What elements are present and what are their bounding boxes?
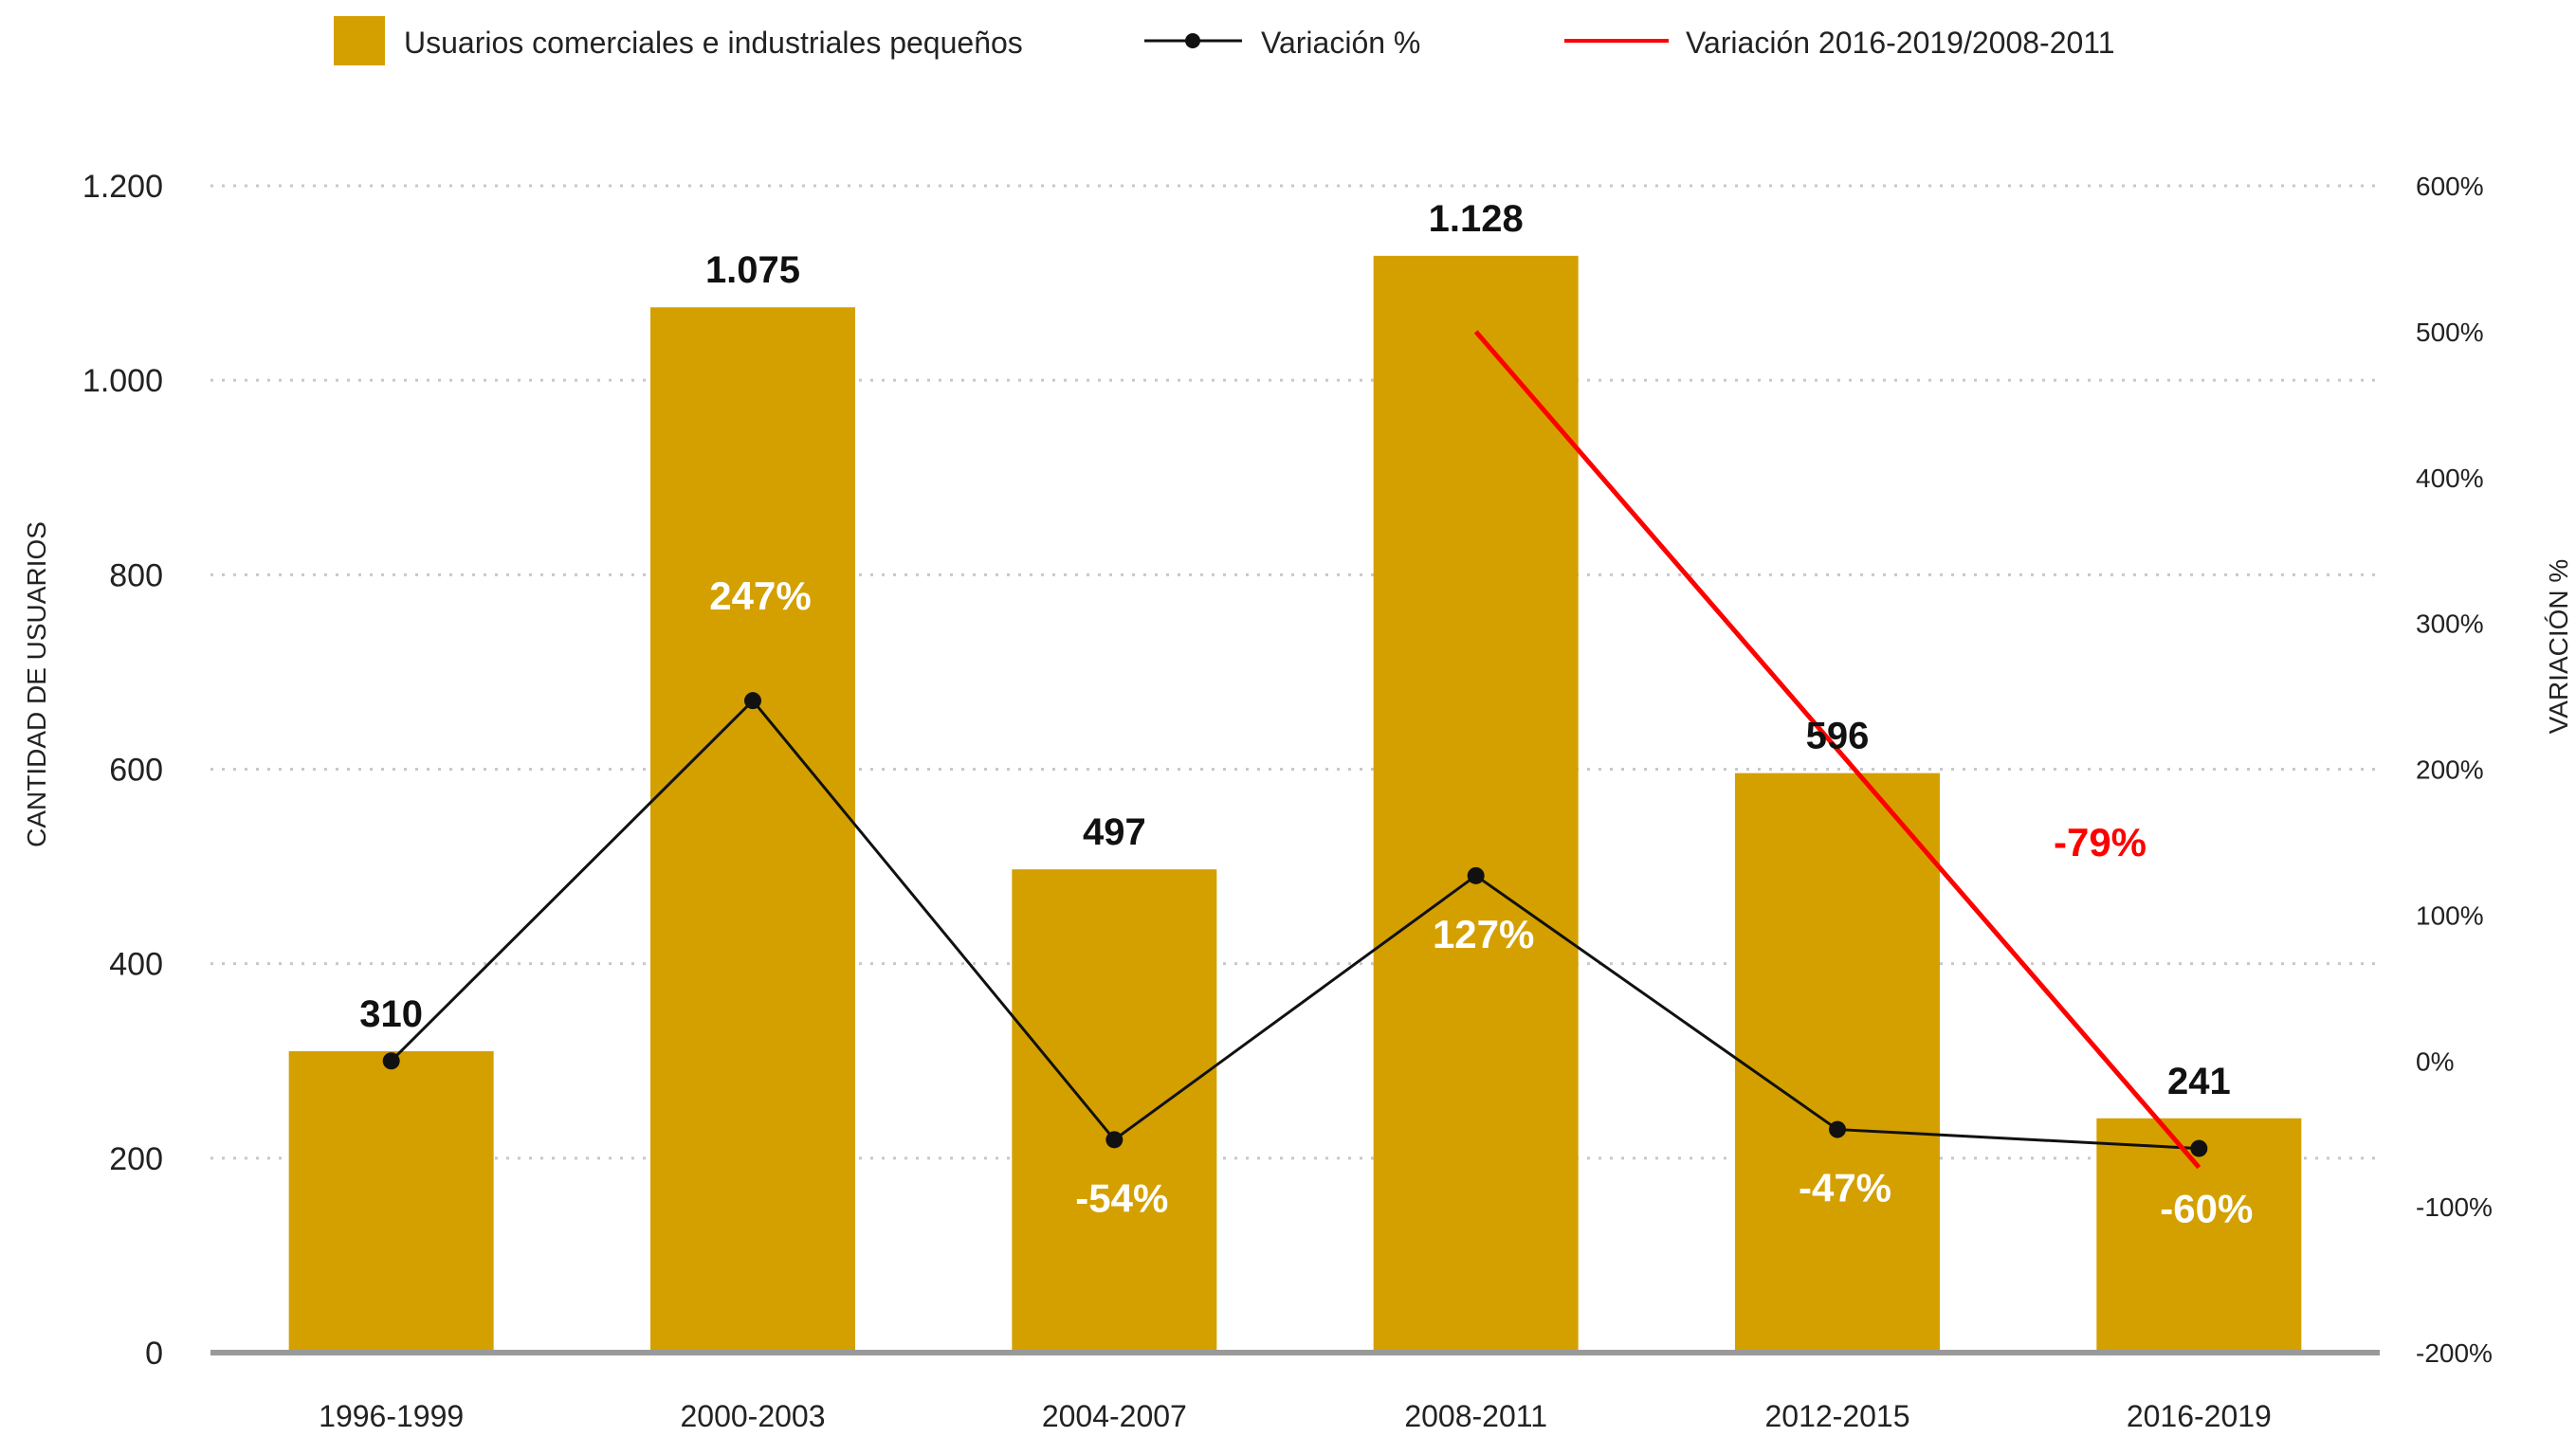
bar-value-label: 497 [1083,811,1146,853]
variation-value-label: 127% [1433,912,1534,956]
bar [288,1050,494,1353]
legend-line-marker [1185,33,1200,48]
y-tick-label: 1.200 [82,169,163,205]
trend-line [1473,330,2201,1170]
legend-trend-label: Variación 2016-2019/2008-2011 [1686,26,2115,60]
bar-value-label: 310 [359,993,423,1035]
variation-line [390,698,2200,1151]
y2-tick-label: 500% [2416,318,2484,347]
variation-value-label: 247% [709,573,811,618]
bar [1373,255,1579,1353]
y2-tick-label: -200% [2416,1338,2493,1368]
x-tick-label: 1996-1999 [319,1399,464,1432]
variation-value-label: -60% [2160,1187,2253,1231]
variation-value-label: -47% [1799,1166,1891,1210]
bar-value-label: 1.075 [705,249,800,291]
x-tick-label: 2012-2015 [1764,1399,1909,1432]
y-tick-label: 800 [109,557,163,593]
x-tick-label: 2008-2011 [1404,1399,1547,1432]
x-tick-label: 2004-2007 [1042,1399,1187,1432]
legend-bar-label: Usuarios comerciales e industriales pequ… [404,26,1023,60]
bars-layer [288,255,2302,1354]
variation-point [1105,1131,1124,1149]
legend-bar-swatch [334,16,385,65]
trend-annotation: -79% [2054,820,2147,864]
axes-layer: 0 200 400 600 800 1.000 1.200 -200% -100% 0% 100% 2… [82,169,2493,1433]
bar-value-label: 241 [2167,1061,2231,1102]
y2-tick-label: -100% [2416,1192,2493,1222]
y2-tick-label: 200% [2416,755,2484,785]
bar [650,307,855,1354]
y-axis-title: CANTIDAD DE USUARIOS [22,521,51,847]
y2-tick-label: 600% [2416,172,2484,201]
y2-tick-label: 300% [2416,609,2484,639]
y-tick-label: 0 [145,1336,163,1372]
labels-layer: 310 1.075 497 1.128 596 241 247% -54% 127% -47% -6… [359,198,2253,1231]
legend: Usuarios comerciales e industriales pequ… [334,16,2115,65]
lines-layer [382,330,2208,1170]
y2-tick-label: 100% [2416,900,2484,930]
x-tick-label: 2000-2003 [680,1399,825,1432]
y2-tick-label: 0% [2416,1046,2454,1076]
variation-point [1829,1120,1846,1138]
x-tick-label: 2016-2019 [2127,1399,2272,1432]
y2-tick-label: 400% [2416,464,2484,493]
y-tick-label: 600 [109,753,163,789]
y-tick-label: 400 [109,947,163,983]
variation-value-label: -54% [1075,1175,1168,1220]
bar [1012,869,1217,1353]
variation-point [382,1052,400,1070]
variation-point [2190,1139,2208,1157]
grid-layer [210,184,2380,1160]
y2-axis-title: VARIACIÓN % [2544,559,2573,735]
bar [1735,773,1940,1353]
bar [2096,1118,2302,1353]
variation-point [744,692,761,710]
bar-value-label: 1.128 [1429,198,1524,240]
y-tick-label: 1.000 [82,363,163,399]
variation-point [1467,866,1485,884]
y-tick-label: 200 [109,1141,163,1177]
legend-line-label: Variación % [1261,26,1420,60]
bar-value-label: 596 [1806,716,1870,757]
